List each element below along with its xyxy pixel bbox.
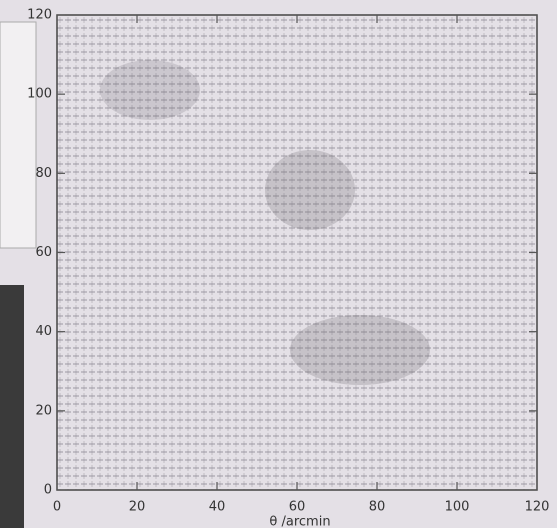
y-tick-label: 20	[35, 403, 52, 418]
dense-region	[290, 315, 430, 385]
neighbor-image	[0, 285, 24, 528]
x-tick-label: 0	[53, 500, 61, 515]
neighbor-panel	[0, 22, 36, 248]
x-tick-label: 20	[129, 500, 146, 515]
y-tick-label: 100	[27, 87, 52, 102]
plot-area	[57, 15, 537, 490]
dense-region	[265, 150, 355, 230]
x-tick-label: 60	[289, 500, 306, 515]
x-tick-label: 40	[209, 500, 226, 515]
y-tick-label: 80	[35, 166, 52, 181]
y-tick-label: 0	[44, 483, 52, 498]
y-tick-label: 60	[35, 245, 52, 260]
x-tick-label: 80	[369, 500, 386, 515]
y-tick-label: 120	[27, 8, 52, 23]
x-axis-label: θ /arcmin	[269, 515, 330, 528]
dense-region	[100, 60, 200, 120]
x-tick-label: 120	[525, 500, 550, 515]
x-tick-label: 100	[445, 500, 470, 515]
y-tick-label: 40	[35, 324, 52, 339]
chart: θ /arcmin 0 20 40 60 80 100 120 0 20 40 60 80 100 120	[0, 0, 557, 528]
